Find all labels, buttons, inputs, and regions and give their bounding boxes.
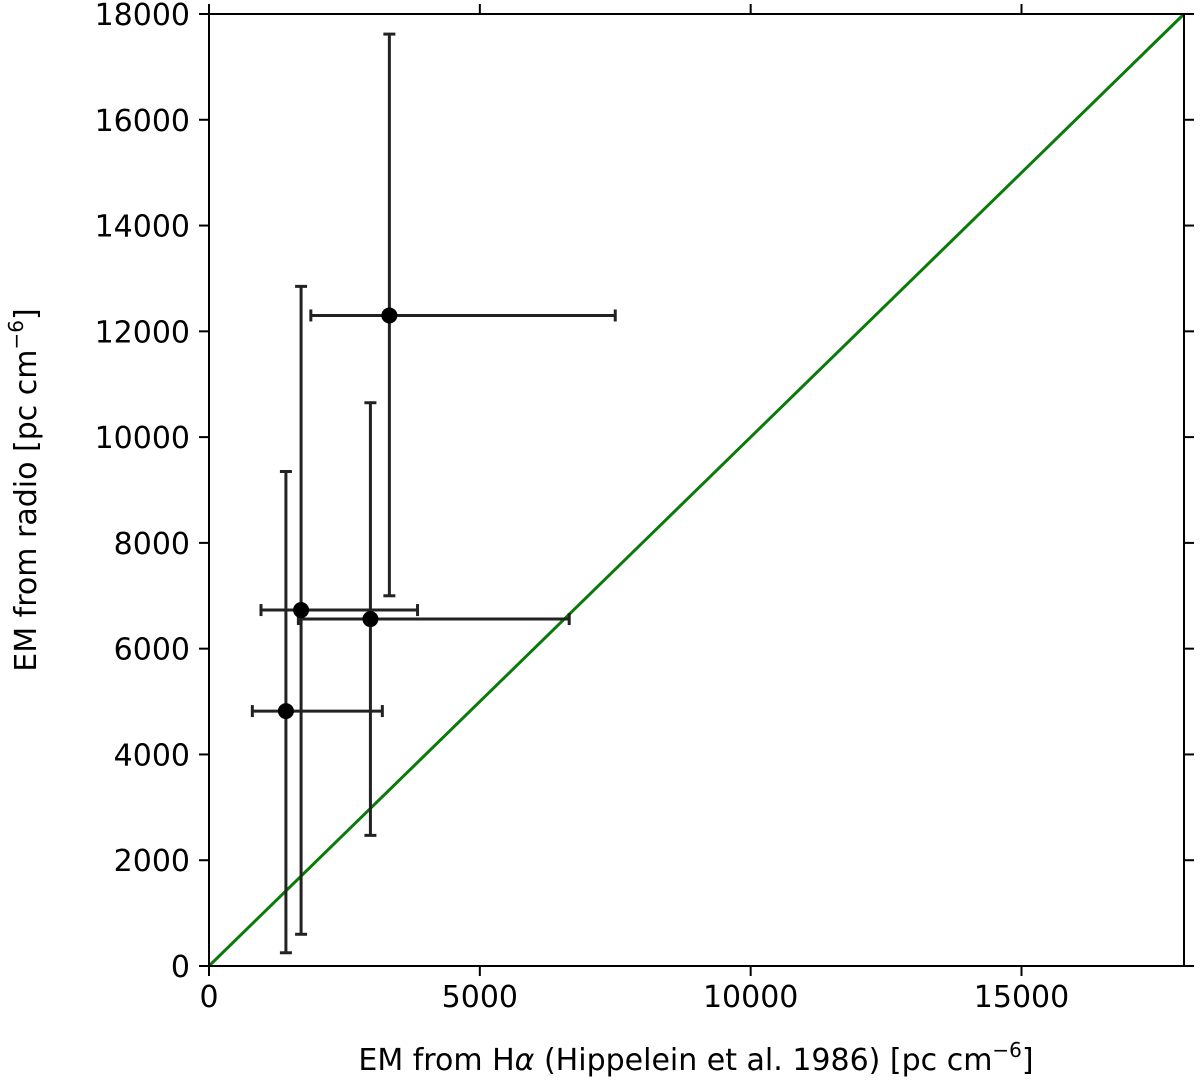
data-point-3 [362, 611, 379, 628]
x-axis-label-prefix: EM from H [358, 1043, 514, 1078]
data-point-2 [293, 602, 310, 619]
y-axis-ticks: 0 2000 4000 6000 8000 10000 12000 14000 16000 180… [95, 0, 1194, 985]
y-tick-label-0: 0 [171, 950, 190, 985]
marker-layer [277, 307, 398, 720]
x-axis-label-exponent: −6 [992, 1038, 1021, 1062]
data-point-4 [381, 307, 398, 324]
x-tick-label-5000: 5000 [442, 980, 518, 1015]
y-tick-label-4000: 4000 [114, 738, 190, 773]
y-tick-label-2000: 2000 [114, 844, 190, 879]
y-tick-label-18000: 18000 [95, 0, 190, 33]
y-tick-label-14000: 14000 [95, 210, 190, 245]
y-tick-label-12000: 12000 [95, 315, 190, 350]
x-tick-label-0: 0 [199, 980, 218, 1015]
x-axis-ticks: 0 5000 10000 15000 [199, 4, 1069, 1015]
plot-frame [208, 13, 1185, 967]
x-tick-label-15000: 15000 [974, 980, 1069, 1015]
data-point-1 [277, 703, 294, 720]
y-tick-label-16000: 16000 [95, 104, 190, 139]
x-axis-label-close: ] [1022, 1043, 1034, 1078]
y-axis-label: EM from radio [pc cm−6] [4, 308, 44, 671]
y-axis-label-prefix: EM from radio [pc cm [9, 349, 44, 671]
x-axis-label-suffix: (Hippelein et al. 1986) [pc cm [534, 1043, 992, 1078]
x-axis-label-greek: α [515, 1043, 535, 1078]
y-tick-label-6000: 6000 [114, 633, 190, 668]
x-tick-label-10000: 10000 [703, 980, 798, 1015]
y-axis-label-close: ] [9, 308, 44, 320]
y-tick-label-10000: 10000 [95, 421, 190, 456]
y-tick-label-8000: 8000 [114, 527, 190, 562]
y-axis-label-exponent: −6 [4, 320, 28, 349]
x-axis-label: EM from Hα (Hippelein et al. 1986) [pc c… [358, 1038, 1033, 1078]
